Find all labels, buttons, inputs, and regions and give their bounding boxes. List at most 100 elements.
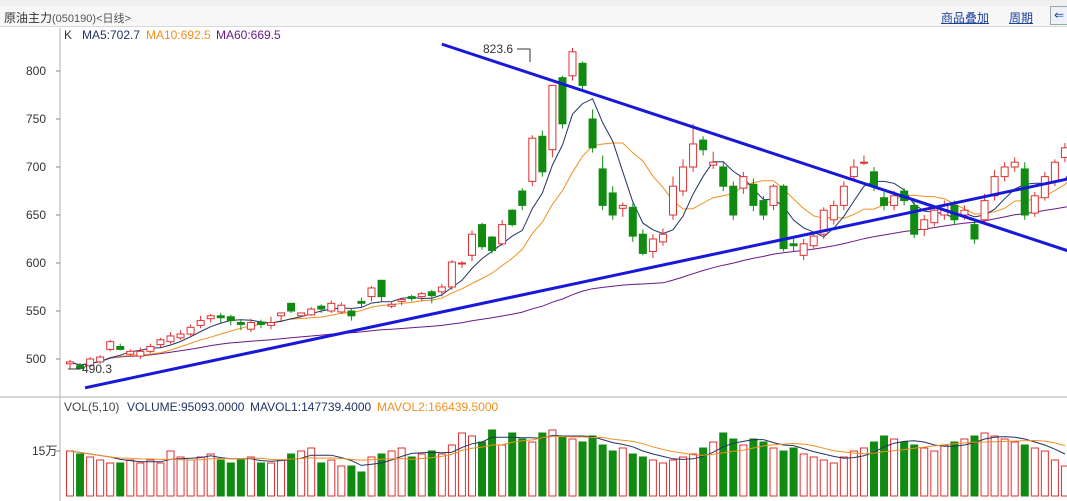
candle-down <box>638 233 647 254</box>
candle-up <box>327 302 336 312</box>
price-tick-label: 650 <box>26 208 46 222</box>
candle-up <box>156 339 165 346</box>
volume-bar-down <box>729 438 738 497</box>
candle-down <box>608 192 617 216</box>
trend-lines <box>84 42 1067 390</box>
volume-bar-down <box>427 450 436 497</box>
volume-bar-up <box>689 453 698 497</box>
candle-down <box>699 139 708 151</box>
candle-down <box>558 77 567 125</box>
instrument-name: 原油主力 <box>4 11 53 25</box>
volume-bar-down <box>910 444 919 497</box>
volume-bar-down <box>538 432 547 497</box>
candle-up <box>930 209 939 224</box>
mavol2-path <box>69 435 1066 461</box>
back-arrow-icon[interactable]: ⇐ <box>1050 6 1067 25</box>
price-tick-label: 500 <box>26 352 46 366</box>
volume-bar-up <box>890 438 899 497</box>
candle-down <box>729 185 738 216</box>
candle-up <box>106 341 115 350</box>
candle-up <box>739 176 748 189</box>
volume-bar-up <box>186 459 195 497</box>
candle-up <box>146 346 155 352</box>
candle-down <box>759 200 768 216</box>
k-label: K <box>64 28 72 42</box>
candle-up <box>136 350 145 357</box>
volume-bar-up <box>417 453 426 497</box>
volume-bar-up <box>307 447 316 497</box>
volume-bar-down <box>638 456 647 497</box>
candle-up <box>709 161 718 166</box>
rising-support-line <box>84 177 1067 390</box>
volume-bar-up <box>246 456 255 497</box>
candle-down <box>287 302 296 312</box>
volume-bar-up <box>337 465 346 497</box>
candle-down <box>478 224 487 248</box>
candle-down <box>427 291 436 297</box>
candle-up <box>66 361 74 365</box>
volume-bar-up <box>468 435 476 497</box>
candle-down <box>1020 168 1029 216</box>
candle-up <box>367 287 376 298</box>
candle-down <box>588 118 597 149</box>
volume-bar-down <box>216 459 225 497</box>
window-top-strip <box>0 0 1067 6</box>
candle-up <box>246 322 255 330</box>
volume-bar-up <box>387 450 396 497</box>
candle-up <box>267 322 275 326</box>
volume-bar-up <box>66 450 74 497</box>
candle-up <box>618 204 627 209</box>
volume-bar-down <box>598 444 607 497</box>
volume-bar-up <box>618 447 627 497</box>
candle-up <box>447 261 456 288</box>
volume-bar-up <box>648 459 657 497</box>
candle-up <box>648 238 657 252</box>
volume-bar-down <box>759 441 768 497</box>
volume-bar-down <box>870 441 878 497</box>
volume-bar-up <box>156 462 165 497</box>
volume-bar-up <box>106 462 115 497</box>
price-tick-label: 600 <box>26 256 46 270</box>
candle-up <box>960 209 969 216</box>
price-axis: 800 750 700 650 600 550 500 <box>26 64 60 366</box>
candle-up <box>468 233 476 256</box>
volume-bar-up <box>498 444 507 497</box>
period-button[interactable]: 周期 <box>1009 11 1034 25</box>
price-tick-label: 700 <box>26 160 46 174</box>
price-tick-label: 800 <box>26 64 46 78</box>
volume-bar-down <box>1020 444 1029 497</box>
volume-bar-up <box>548 429 557 497</box>
volume-bar-up <box>1040 450 1049 497</box>
volume-bar-up <box>839 456 848 497</box>
candle-up <box>679 166 688 192</box>
candle-down <box>870 171 878 187</box>
candle-down <box>377 279 386 298</box>
candle-up <box>86 358 95 367</box>
candle-up <box>839 185 848 206</box>
volume-bar-down <box>377 453 386 497</box>
candle-up <box>1000 166 1009 178</box>
price-tick-label: 550 <box>26 304 46 318</box>
candle-up <box>337 304 346 313</box>
volume-bar-down <box>488 429 497 497</box>
commodity-overlay-button[interactable]: 商品叠加 <box>941 11 990 25</box>
volume-bar-down <box>749 438 758 497</box>
candle-down <box>347 310 356 317</box>
instrument-title: 原油主力(050190)<日线> <box>4 9 131 26</box>
ma10-line <box>69 142 1067 366</box>
volume-bar-down <box>950 441 959 497</box>
volume-bar-down <box>236 459 245 497</box>
candle-up <box>769 185 778 206</box>
candle-up <box>297 312 306 317</box>
candle-down <box>578 62 587 86</box>
volume-bar-down <box>880 435 889 497</box>
vol-legend: VOL(5,10) <box>64 400 119 414</box>
volume-bar-up <box>980 432 989 497</box>
volume-bar-up <box>859 447 868 497</box>
volume-bar-up <box>397 447 406 497</box>
candle-down <box>970 224 979 240</box>
candle-up <box>206 315 215 320</box>
candle-up <box>920 219 929 230</box>
volume-bar-up <box>709 441 718 497</box>
